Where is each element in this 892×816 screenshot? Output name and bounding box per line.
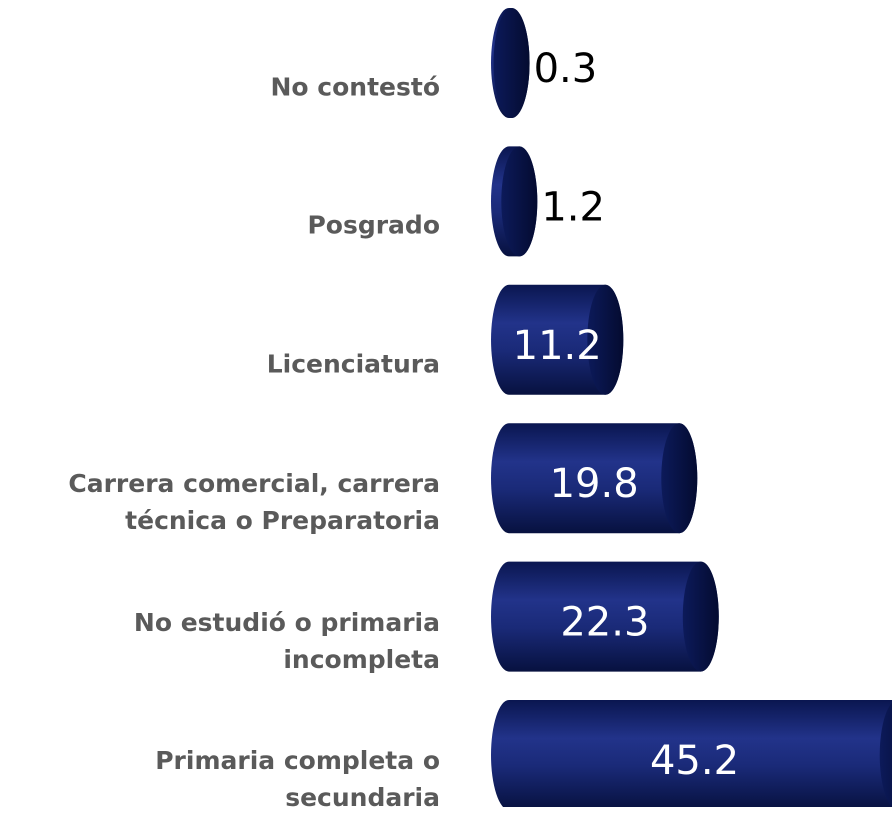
bar-cap <box>501 146 538 257</box>
category-label: No estudió o primaria incompleta <box>133 607 440 674</box>
bar <box>491 700 892 807</box>
category-label: Primaria completa o secundaria <box>155 746 440 812</box>
bar-cap <box>661 423 698 534</box>
bar <box>491 423 698 534</box>
category-label: Posgrado <box>307 210 440 240</box>
value-label: 19.8 <box>550 461 639 507</box>
bar-cap <box>493 8 530 118</box>
value-label: 11.2 <box>513 323 602 369</box>
bar-cap <box>682 561 719 672</box>
category-label: Licenciatura <box>266 349 440 379</box>
value-label: 1.2 <box>541 184 605 230</box>
value-label: 45.2 <box>650 738 739 784</box>
bar-cap <box>587 284 624 395</box>
value-label: 22.3 <box>560 600 649 646</box>
category-label: No contestó <box>270 72 440 102</box>
bar <box>491 561 719 672</box>
value-label: 0.3 <box>534 46 598 92</box>
category-label: Carrera comercial, carrera técnica o Pre… <box>68 469 440 536</box>
bar-cap <box>879 702 892 807</box>
